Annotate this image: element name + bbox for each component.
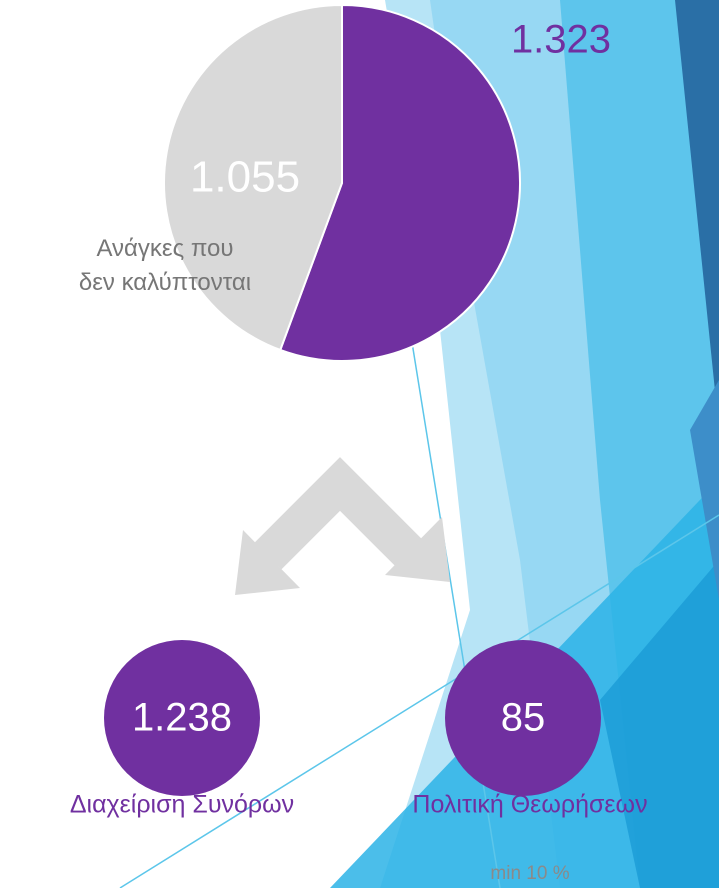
value-label: 1.323 bbox=[511, 18, 611, 62]
split-label: Διαχείριση Συνόρων bbox=[70, 791, 294, 819]
split-note: min 10 % bbox=[490, 863, 569, 884]
category-label: Ανάγκες που δεν καλύπτονται bbox=[40, 232, 290, 300]
chart: 1.323 1.055 1.238 Διαχείριση Συνόρων 85 Πολι… bbox=[0, 0, 719, 888]
split-label: Πολιτική Θεωρήσεων bbox=[412, 791, 647, 819]
value-label: 1.055 bbox=[190, 153, 300, 202]
split-arrow bbox=[235, 484, 450, 595]
split-value: 85 bbox=[501, 696, 546, 740]
split-value: 1.238 bbox=[132, 696, 232, 740]
slide: 1.323 1.055 1.238 Διαχείριση Συνόρων 85 Πολι… bbox=[0, 0, 719, 888]
